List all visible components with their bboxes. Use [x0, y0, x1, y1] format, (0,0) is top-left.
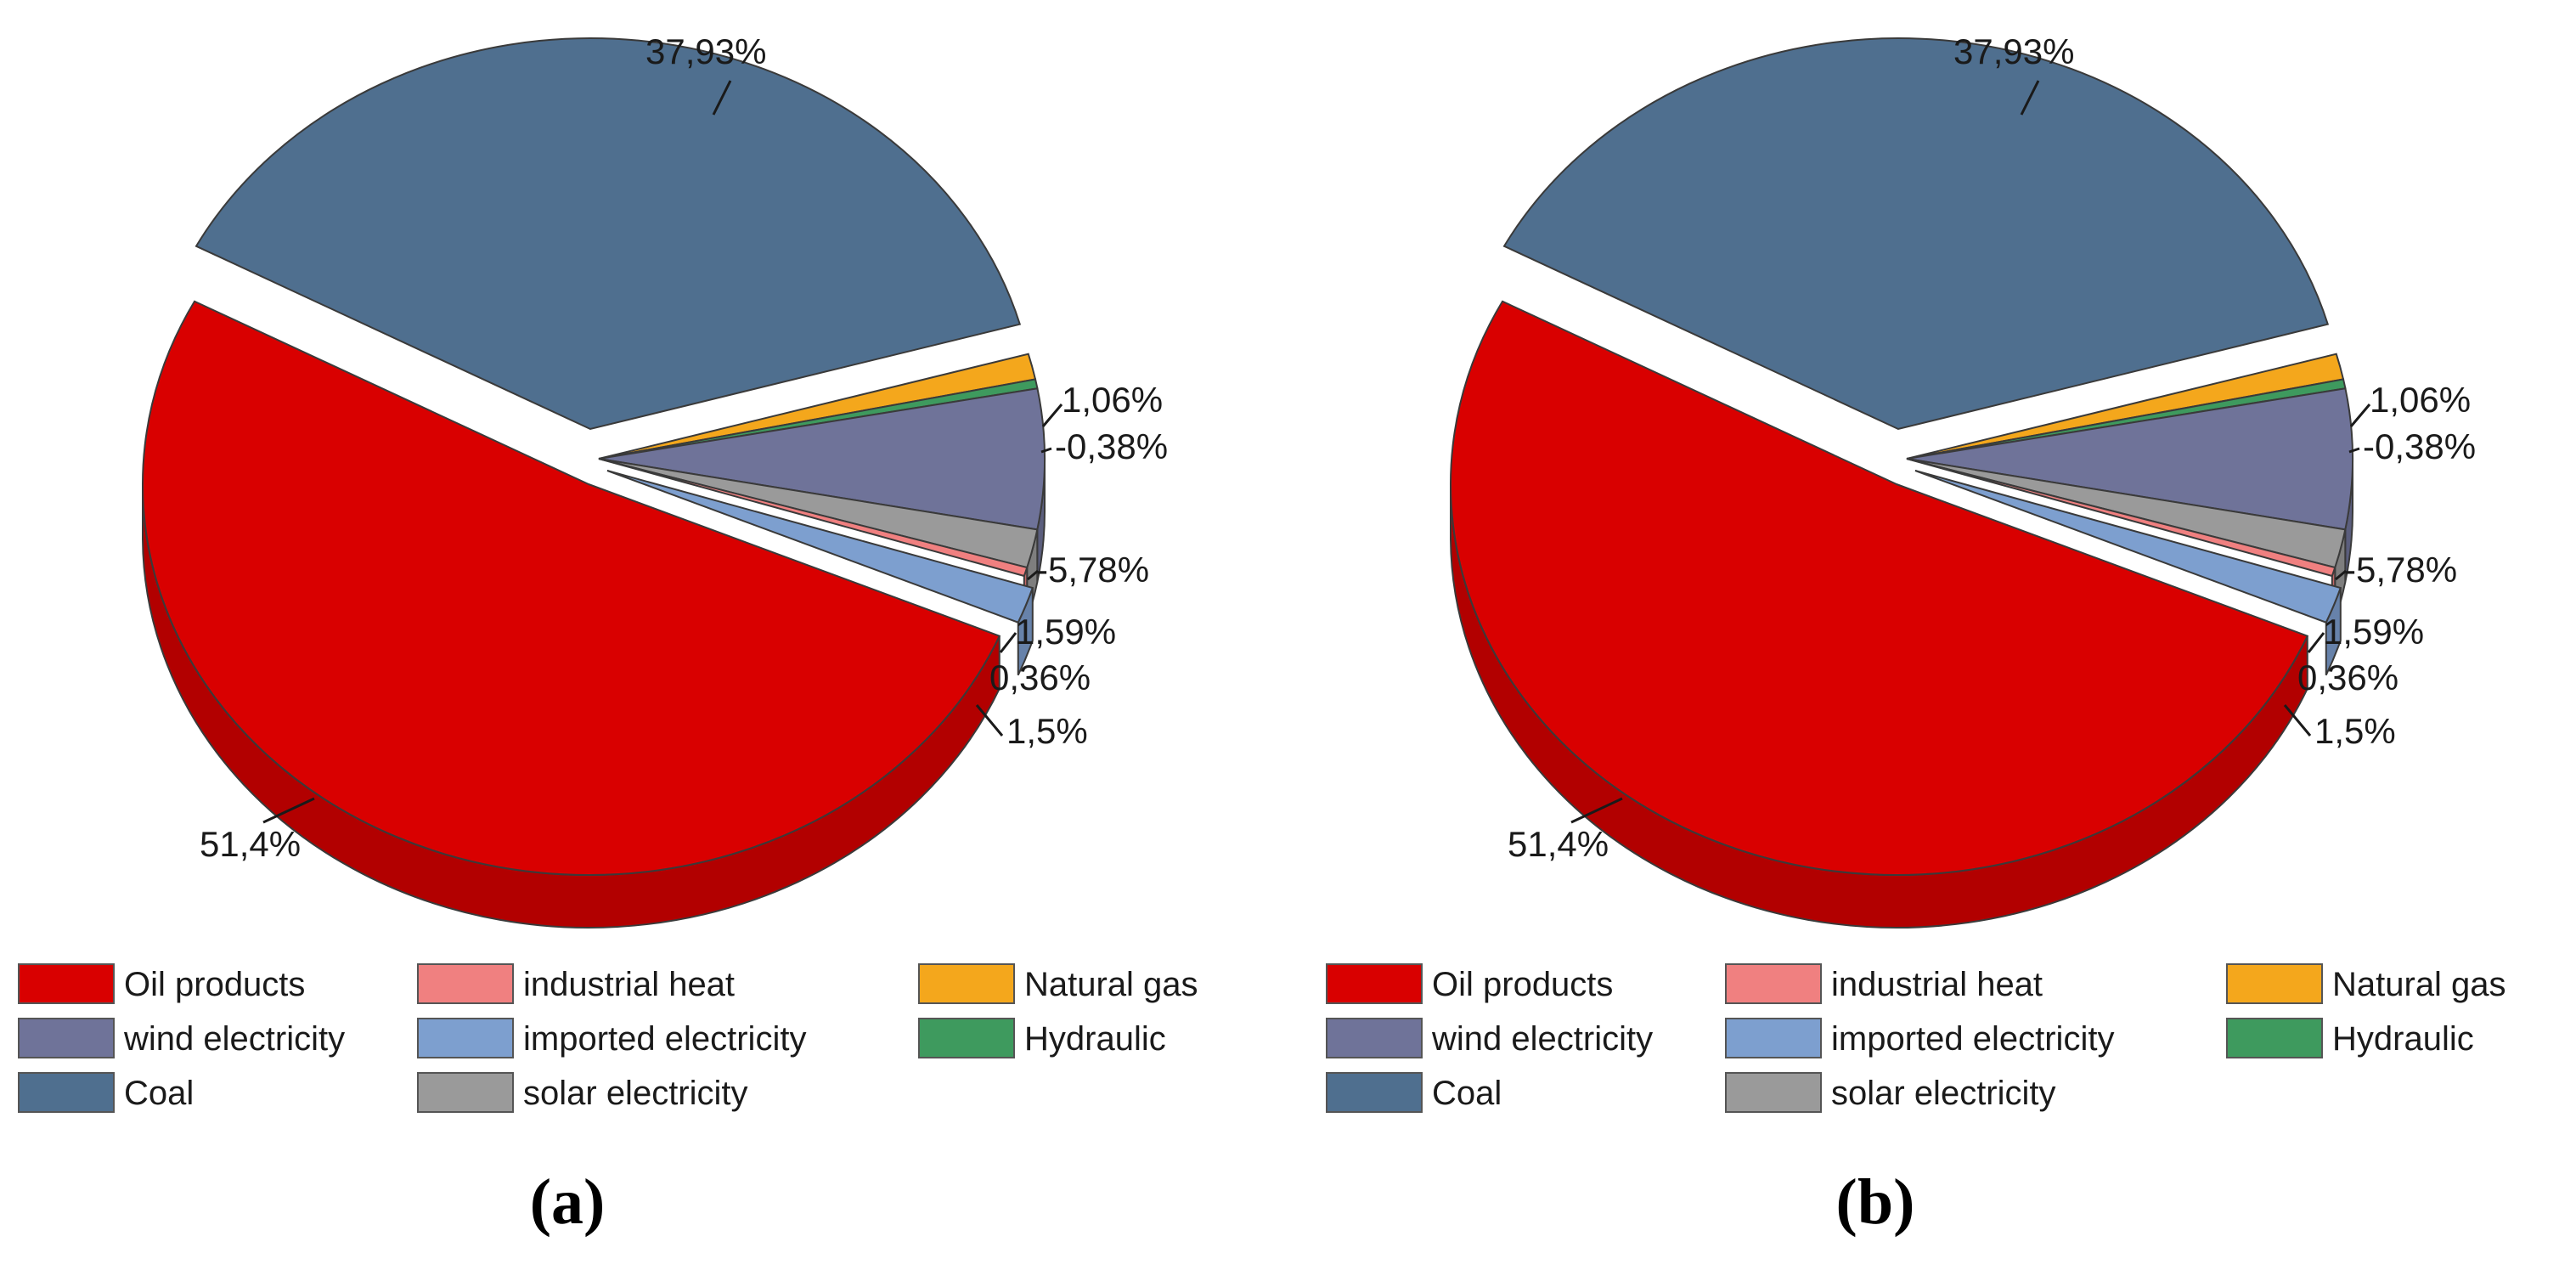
legend: Oil products industrial heat Natural gas wi…: [19, 964, 1198, 1112]
legend-label-hydro: Hydraulic: [1024, 1020, 1166, 1058]
data-label-hydro: -0,38%: [2363, 426, 2476, 466]
legend: Oil products industrial heat Natural gas wi…: [1327, 964, 2506, 1112]
leader-line-solar: [1001, 633, 1016, 652]
legend-label-wind: wind electricity: [123, 1020, 345, 1058]
data-label-oil: 51,4%: [1508, 824, 1609, 864]
legend-label-heat: industrial heat: [1831, 966, 2043, 1003]
legend-swatch-wind: [19, 1019, 114, 1058]
legend-label-coal: Coal: [1432, 1075, 1502, 1112]
data-label-solar: 1,59%: [2323, 612, 2424, 652]
legend-swatch-oil: [19, 964, 114, 1003]
legend-label-solar: solar electricity: [1831, 1075, 2056, 1112]
legend-label-heat: industrial heat: [523, 966, 735, 1003]
leader-line-solar: [2308, 633, 2324, 652]
data-label-coal: 37,93%: [645, 31, 766, 71]
legend-label-gas: Natural gas: [1024, 966, 1198, 1003]
legend-label-solar: solar electricity: [523, 1075, 748, 1112]
pie-chart-b: 51,4% 37,93% 1,06% -0,38% -5,78% 1,59% 0,36% 1,…: [1327, 31, 2506, 1238]
legend-swatch-hydro: [2227, 1019, 2322, 1058]
data-label-hydro: -0,38%: [1055, 426, 1168, 466]
legend-label-imported: imported electricity: [523, 1020, 806, 1058]
leader-line-gas: [2351, 404, 2370, 426]
legend-label-imported: imported electricity: [1831, 1020, 2114, 1058]
leader-line-gas: [1043, 404, 1062, 426]
data-label-solar: 1,59%: [1015, 612, 1116, 652]
figure-canvas: 51,4% 37,93% 1,06% -0,38% -5,78% 1,59% 0,36% 1,…: [0, 0, 2576, 1270]
legend-swatch-heat: [1726, 964, 1821, 1003]
panel-caption: (a): [530, 1166, 606, 1238]
data-label-coal: 37,93%: [1953, 31, 2074, 71]
data-label-wind: -5,78%: [2344, 550, 2457, 590]
legend-label-oil: Oil products: [124, 966, 305, 1003]
data-label-imported: 1,5%: [1006, 711, 1088, 751]
legend-label-wind: wind electricity: [1431, 1020, 1653, 1058]
legend-swatch-imported: [418, 1019, 513, 1058]
legend-swatch-hydro: [919, 1019, 1014, 1058]
legend-label-oil: Oil products: [1432, 966, 1613, 1003]
data-label-wind: -5,78%: [1036, 550, 1149, 590]
legend-swatch-wind: [1327, 1019, 1422, 1058]
data-label-heat: 0,36%: [989, 658, 1091, 697]
legend-label-coal: Coal: [124, 1075, 194, 1112]
legend-label-hydro: Hydraulic: [2332, 1020, 2474, 1058]
legend-swatch-imported: [1726, 1019, 1821, 1058]
legend-swatch-solar: [418, 1073, 513, 1112]
data-label-imported: 1,5%: [2314, 711, 2396, 751]
data-label-oil: 51,4%: [200, 824, 301, 864]
legend-label-gas: Natural gas: [2332, 966, 2506, 1003]
data-label-gas: 1,06%: [2370, 380, 2471, 420]
legend-swatch-solar: [1726, 1073, 1821, 1112]
legend-swatch-coal: [1327, 1073, 1422, 1112]
panel-caption: (b): [1836, 1166, 1915, 1238]
data-label-gas: 1,06%: [1062, 380, 1163, 420]
pie-chart-a: 51,4% 37,93% 1,06% -0,38% -5,78% 1,59% 0,36% 1,…: [19, 31, 1198, 1238]
legend-swatch-gas: [2227, 964, 2322, 1003]
legend-swatch-gas: [919, 964, 1014, 1003]
legend-swatch-coal: [19, 1073, 114, 1112]
data-label-heat: 0,36%: [2297, 658, 2398, 697]
legend-swatch-heat: [418, 964, 513, 1003]
legend-swatch-oil: [1327, 964, 1422, 1003]
